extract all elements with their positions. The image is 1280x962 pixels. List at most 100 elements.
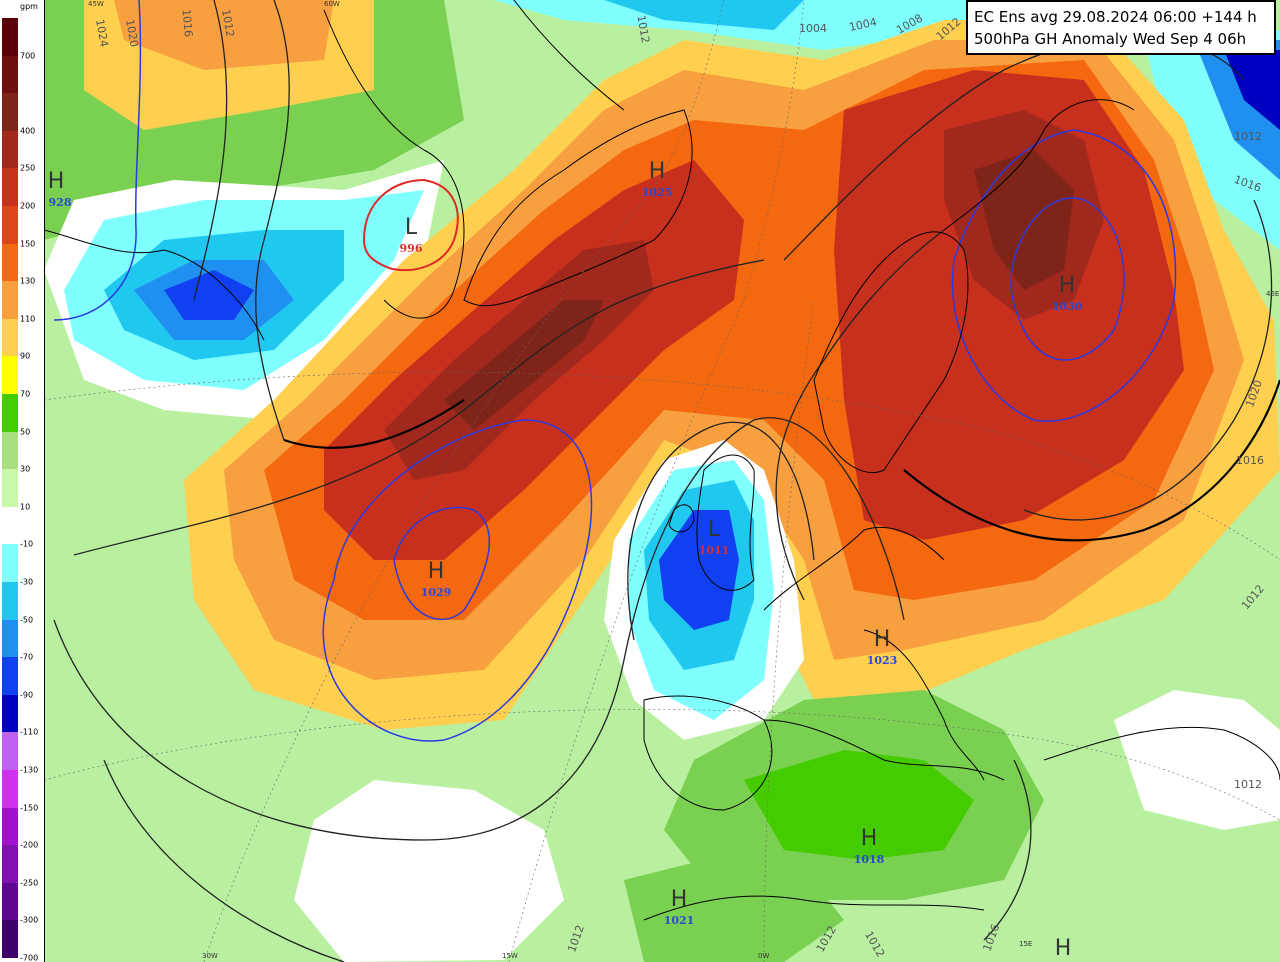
legend-swatch	[2, 882, 18, 921]
high-center: H	[1055, 936, 1072, 961]
isobar-label: 1020	[123, 18, 141, 48]
legend-swatch	[2, 657, 18, 696]
longitude-labels: 45W 60W 30W 15W 0W 15E 45E	[88, 0, 1279, 960]
legend-swatch	[2, 130, 18, 169]
legend-label: -90	[20, 690, 34, 700]
legend-label: -70	[20, 652, 34, 662]
legend-swatch	[2, 770, 18, 809]
legend-swatch	[2, 18, 18, 57]
system-letter: H	[861, 826, 878, 851]
legend-label: 70	[20, 389, 31, 399]
lon-label-60w: 60W	[324, 0, 340, 8]
system-letter: H	[649, 159, 666, 184]
legend-label: -150	[20, 803, 39, 813]
isobar-label: 1012	[634, 14, 652, 44]
legend-swatch	[2, 544, 18, 583]
legend-swatch	[2, 206, 18, 245]
title-line-2: 500hPa GH Anomaly Wed Sep 4 06h	[974, 30, 1247, 48]
legend-label: -10	[20, 539, 34, 549]
legend-label: -130	[20, 765, 39, 775]
legend-swatch	[2, 356, 18, 395]
legend-label: 50	[20, 427, 31, 437]
legend-label: -200	[20, 840, 39, 850]
isobar-label: 1004	[799, 22, 827, 35]
legend-swatch	[2, 93, 18, 132]
legend-swatch	[2, 318, 18, 357]
legend-swatch	[2, 582, 18, 621]
legend-label: -110	[20, 727, 39, 737]
legend-label: 10	[20, 502, 31, 512]
map-title-box: EC Ens avg 29.08.2024 06:00 +144 h 500hP…	[966, 0, 1276, 55]
system-value: 1021	[664, 914, 695, 927]
high-center: H 1023	[867, 627, 898, 667]
legend-label: 400	[20, 126, 36, 136]
high-center: H 1029	[421, 559, 452, 599]
anomaly-color-legend: gpm 700 400 250 200 150 130 110 90 70 50 30 10 -10 -3…	[0, 0, 45, 962]
legend-label: 130	[20, 276, 36, 286]
legend-swatch	[2, 845, 18, 884]
lon-label-45e: 45E	[1266, 290, 1279, 298]
coastlines	[44, 0, 1280, 921]
legend-label: 110	[20, 314, 36, 324]
legend-swatch	[2, 506, 18, 545]
isobar-label: 1012	[219, 8, 237, 38]
legend-swatch	[2, 920, 18, 959]
system-value: 1023	[867, 654, 898, 667]
lon-label-15w: 15W	[502, 952, 518, 960]
legend-label: 200	[20, 201, 36, 211]
lon-label-15e: 15E	[1019, 940, 1032, 948]
low-center: L 996	[400, 215, 423, 255]
system-value: 1029	[421, 586, 452, 599]
legend-swatch	[2, 431, 18, 470]
system-letter: H	[48, 169, 65, 194]
isobar-label: 1024	[93, 18, 111, 48]
system-letter: L	[708, 517, 721, 542]
weather-map: 45W 60W 30W 15W 0W 15E 45E 1024 1020 101…	[44, 0, 1280, 962]
isobar-label: 1012	[1234, 778, 1262, 791]
legend-label: 90	[20, 351, 31, 361]
legend-label: -50	[20, 615, 34, 625]
legend-label: -300	[20, 915, 39, 925]
legend-label: 250	[20, 163, 36, 173]
system-letter: L	[405, 215, 418, 240]
legend-swatch	[2, 394, 18, 433]
legend-swatch	[2, 694, 18, 733]
legend-swatch	[2, 619, 18, 658]
system-letter: H	[1055, 936, 1072, 961]
isobars	[53, 0, 1280, 962]
isobar-label: 1016	[180, 9, 195, 38]
title-line-1: EC Ens avg 29.08.2024 06:00 +144 h	[974, 8, 1257, 26]
lon-label-30w: 30W	[202, 952, 218, 960]
system-letter: H	[1059, 273, 1076, 298]
low-996-circle	[362, 178, 459, 272]
anomaly-shading	[44, 0, 1280, 962]
high-center: H 1018	[854, 826, 885, 866]
legend-swatch	[2, 281, 18, 320]
system-value: 996	[400, 242, 423, 255]
system-value: 1011	[699, 544, 730, 557]
legend-label: -30	[20, 577, 34, 587]
low-center: L 1011	[699, 517, 730, 557]
legend-label: -700	[20, 953, 39, 962]
high-center: H 928	[48, 169, 72, 209]
legend-label: 150	[20, 239, 36, 249]
graticule	[44, 0, 1280, 962]
legend-swatch	[2, 469, 18, 508]
legend-swatch	[2, 732, 18, 771]
system-value: 928	[49, 196, 72, 209]
system-letter: H	[671, 887, 688, 912]
legend-swatch	[2, 243, 18, 282]
legend-swatch	[2, 55, 18, 94]
system-letter: H	[874, 627, 891, 652]
legend-unit: gpm	[20, 2, 38, 11]
high-center: H 1030	[1052, 273, 1083, 313]
blue-isobars	[53, 0, 1177, 742]
isobar-label: 1016	[1236, 454, 1264, 467]
lon-label-45w: 45W	[88, 0, 104, 8]
legend-label: 30	[20, 464, 31, 474]
legend-swatch	[2, 168, 18, 207]
system-value: 1025	[642, 186, 673, 199]
isobar-label: 1004	[848, 15, 878, 34]
